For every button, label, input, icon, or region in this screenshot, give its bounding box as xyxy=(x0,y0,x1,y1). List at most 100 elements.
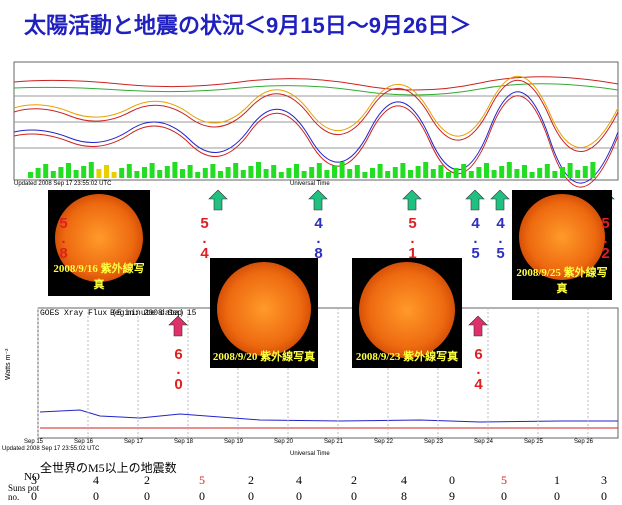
kp-bar xyxy=(225,167,231,178)
kp-bar xyxy=(119,168,125,178)
sun-photo: 2008/9/20 紫外線写真 xyxy=(210,258,318,368)
sun-photo: 2008/9/23 紫外線写真 xyxy=(352,258,462,368)
photo-caption: 2008/9/25 紫外線写真 xyxy=(516,267,608,295)
kp-bar xyxy=(43,164,49,178)
kp-bar xyxy=(35,168,41,178)
table-cell: 3 xyxy=(31,473,37,487)
kp-bar xyxy=(187,165,193,178)
date-label: Sep 18 xyxy=(174,439,194,445)
magnitude: 4.5 xyxy=(467,215,484,260)
table-cell: 0 xyxy=(351,489,357,503)
kp-bar xyxy=(278,172,284,178)
photo-caption: 2008/9/16 紫外線写真 xyxy=(53,263,145,291)
table-cell: 5 xyxy=(501,473,507,487)
kp-bar xyxy=(50,171,56,178)
kp-bar xyxy=(560,167,565,178)
arrow xyxy=(208,189,228,211)
kp-bar xyxy=(294,164,299,178)
date-label: Sep 26 xyxy=(574,439,594,445)
table-cell: 3 xyxy=(601,473,607,487)
kp-bar xyxy=(476,167,482,178)
arrow xyxy=(402,189,422,211)
table-heading: 全世界のM5以上の地震数 xyxy=(40,461,177,475)
kp-bar xyxy=(370,168,375,178)
kp-bar xyxy=(316,163,322,178)
table-cell: 0 xyxy=(144,489,150,503)
kp-bar xyxy=(73,170,79,178)
arrow xyxy=(465,189,485,211)
photo-caption: 2008/9/20 紫外線写真 xyxy=(212,351,316,363)
table-cell: 2 xyxy=(144,473,150,487)
magnitude: 5.4 xyxy=(196,215,213,260)
xray-title: GOES Xray Flux (5 minute data) xyxy=(40,309,185,318)
kp-bar xyxy=(537,168,543,178)
date-label: Sep 20 xyxy=(274,439,294,445)
table-cell: 0 xyxy=(501,489,507,503)
table-cell: 0 xyxy=(449,473,455,487)
kp-bar xyxy=(408,170,413,178)
table-cell: 1 xyxy=(554,473,560,487)
kp-bar xyxy=(256,162,261,178)
xray-panel xyxy=(37,307,619,439)
magnitude: 5.1 xyxy=(404,215,421,260)
table-cell: 4 xyxy=(93,473,99,487)
kp-bar xyxy=(81,166,87,178)
kp-bar xyxy=(324,170,330,178)
trace xyxy=(13,79,619,152)
kp-bar xyxy=(453,168,459,178)
kp-bar xyxy=(28,172,33,178)
kp-bar xyxy=(522,165,527,178)
sun-disk xyxy=(217,262,311,356)
kp-bar xyxy=(172,162,178,178)
table-cell: 0 xyxy=(199,489,205,503)
kp-bar xyxy=(430,169,436,178)
arrow xyxy=(168,315,188,337)
kp-bar xyxy=(332,166,337,178)
kp-bar xyxy=(506,162,512,178)
kp-bar xyxy=(377,164,383,178)
kp-bar xyxy=(514,169,520,178)
sun-disk xyxy=(55,194,143,282)
table-cell: 5 xyxy=(199,473,205,487)
kp-bar xyxy=(202,168,208,178)
date-label: Sep 16 xyxy=(74,439,94,445)
kp-bar xyxy=(400,163,406,178)
kp-bar xyxy=(347,169,353,178)
kp-bar xyxy=(385,171,391,178)
kp-bar xyxy=(567,163,573,178)
kp-bar xyxy=(468,171,474,178)
kp-bar xyxy=(180,169,185,178)
table-cell: 0 xyxy=(93,489,99,503)
trace xyxy=(13,91,619,184)
kp-bar xyxy=(164,166,170,178)
kp-bar xyxy=(111,172,117,178)
kp-bar xyxy=(58,167,64,178)
date-label: Sep 21 xyxy=(324,439,344,445)
magnitude: 4.5 xyxy=(492,215,509,260)
kp-bar xyxy=(88,162,94,178)
photo-caption: 2008/9/23 紫外線写真 xyxy=(355,351,459,363)
kp-bar xyxy=(582,166,588,178)
table-cell: 0 xyxy=(601,489,607,503)
magnitude: 5.8 xyxy=(55,215,72,260)
table-cell: 0 xyxy=(31,489,37,503)
table-cell: 8 xyxy=(401,489,407,503)
x-axis-title: Universal Time xyxy=(290,451,330,457)
kp-bar xyxy=(484,163,489,178)
sun-disk xyxy=(359,262,455,358)
trace xyxy=(13,83,619,96)
kp-bar xyxy=(309,167,315,178)
kp-bar xyxy=(552,171,558,178)
satellite-panel xyxy=(13,61,619,181)
kp-bar xyxy=(301,171,307,178)
sun-photo: 2008/9/25 紫外線写真 xyxy=(512,190,612,300)
magnitude: 5.2 xyxy=(597,215,614,260)
kp-bar xyxy=(157,170,163,178)
kp-bar xyxy=(339,162,345,178)
y-axis-title: Watts m⁻² xyxy=(5,348,12,380)
sun-photo: 2008/9/16 紫外線写真 xyxy=(48,190,150,296)
kp-bar xyxy=(240,170,246,178)
magnitude: 6.0 xyxy=(170,346,187,391)
table-cell: 0 xyxy=(248,489,254,503)
